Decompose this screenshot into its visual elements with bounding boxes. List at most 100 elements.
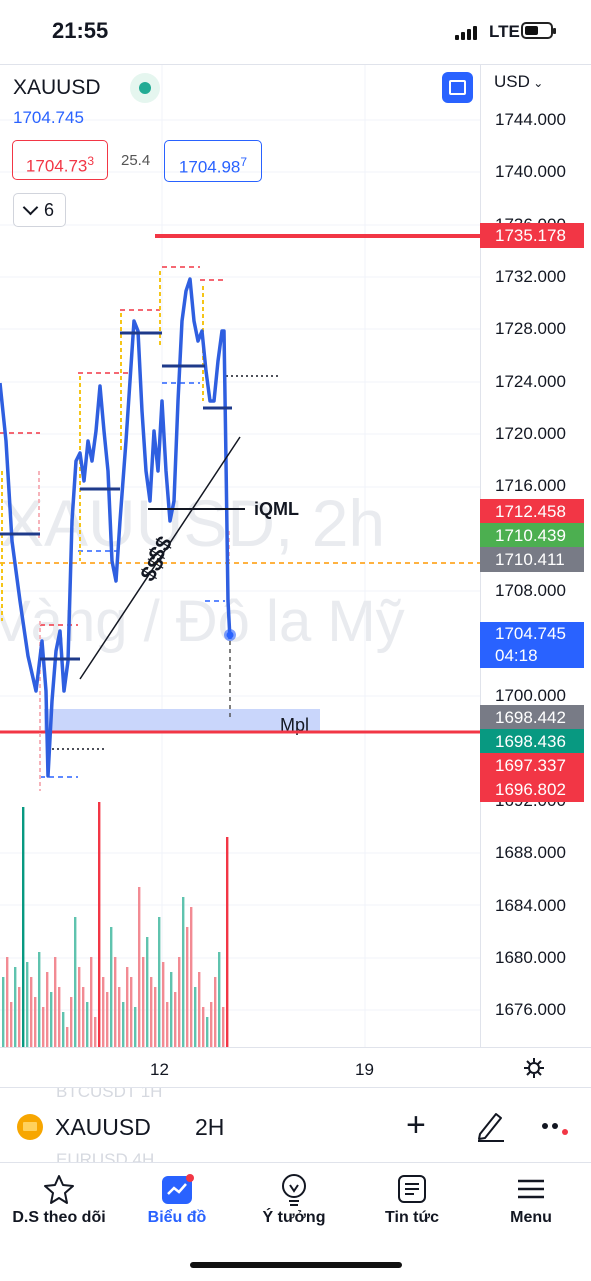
tab-ideas[interactable]: Ý tưởng [239, 1163, 349, 1243]
price-badge: 1696.802 [480, 777, 584, 802]
home-indicator [190, 1262, 402, 1268]
chart-symbol[interactable]: XAUUSD [13, 76, 101, 99]
volume-bar [82, 987, 85, 1047]
chart-pane[interactable]: XAUUSD, 2h Vàng / Đô la Mỹ Mpl [0, 64, 480, 1048]
volume-bar [22, 807, 25, 1047]
tab-watchlist[interactable]: D.S theo dõi [4, 1163, 114, 1243]
volume-bar [186, 927, 189, 1047]
price-badge: 1735.178 [480, 223, 584, 248]
watermark-symbol: XAUUSD, 2h [0, 486, 385, 560]
price-badge: 1697.337 [480, 753, 584, 778]
indicator-count: 6 [43, 199, 54, 220]
buy-button[interactable]: 1704.987 [164, 140, 262, 182]
volume-bar [190, 907, 193, 1047]
buy-price: 1704.98 [178, 157, 241, 177]
volume-bar [130, 977, 133, 1047]
sell-price-pip: 3 [87, 154, 95, 168]
market-open-indicator [130, 73, 160, 103]
volume-bar [170, 972, 173, 1047]
timeframe-button[interactable]: 2H [195, 1114, 225, 1140]
volume-bar [126, 967, 129, 1047]
symbol-search-button[interactable]: XAUUSD [55, 1114, 151, 1140]
time-axis[interactable]: 12 19 [0, 1047, 591, 1088]
add-icon[interactable]: + [406, 1106, 426, 1144]
volume-bar [70, 997, 73, 1047]
battery-icon [521, 22, 556, 39]
price-label: 1720.000 [495, 424, 566, 443]
volume-bar [146, 937, 149, 1047]
lightbulb-icon [282, 1174, 306, 1206]
volume-bar [62, 1012, 65, 1047]
price-label: 1740.000 [495, 162, 566, 181]
star-icon [44, 1175, 74, 1204]
volume-bar [46, 972, 49, 1047]
sell-button[interactable]: 1704.733 [12, 140, 108, 180]
volume-bar [134, 1007, 137, 1047]
volume-bar [30, 977, 33, 1047]
fullscreen-button[interactable] [442, 72, 473, 103]
chevron-down-icon: ⌄ [529, 76, 544, 90]
price-label: 1680.000 [495, 948, 566, 967]
volume-bar [54, 957, 57, 1047]
bar-countdown: 04:18 [495, 646, 538, 665]
volume-bar [162, 962, 165, 1047]
volume-bar [58, 987, 61, 1047]
volume-bar [74, 917, 77, 1047]
buy-price-pip: 7 [240, 155, 248, 169]
tab-news[interactable]: Tin tức [357, 1163, 467, 1243]
tab-chart[interactable]: Biểu đồ [122, 1163, 232, 1243]
volume-bar [42, 1007, 45, 1047]
price-label: 1684.000 [495, 896, 566, 915]
tab-menu[interactable]: Menu [476, 1163, 586, 1243]
volume-bar [18, 987, 21, 1047]
volume-bar [26, 962, 29, 1047]
volume-bar [210, 1002, 213, 1047]
status-bar: 21:55 LTE [0, 0, 591, 64]
tab-label: Biểu đồ [147, 1209, 207, 1226]
time-label: 12 [150, 1060, 169, 1079]
volume-bar [138, 887, 141, 1047]
live-price-badge: 1704.745 04:18 [480, 622, 584, 668]
tab-label: D.S theo dõi [12, 1209, 106, 1226]
spread-value: 25.4 [121, 152, 151, 169]
more-options-icon[interactable] [542, 1123, 572, 1135]
volume-bar [158, 917, 161, 1047]
volume-bar [142, 957, 145, 1047]
currency-select[interactable]: USD ⌄ [494, 72, 543, 92]
recent-symbol-ghost: BTCUSDT 1H [56, 1087, 163, 1101]
live-price: 1704.745 [495, 624, 566, 643]
volume-bar [66, 1027, 69, 1047]
chevron-down-icon [22, 199, 39, 216]
settings-icon[interactable] [523, 1057, 545, 1079]
volume-bar [202, 1007, 205, 1047]
volume-bar [182, 897, 185, 1047]
volume-bar [98, 802, 101, 1047]
symbol-bar[interactable]: BTCUSDT 1H EURUSD 4H XAUUSD 2H + [0, 1087, 591, 1163]
mpl-zone[interactable] [44, 709, 320, 731]
volume-bar [86, 1002, 89, 1047]
trend-line[interactable] [79, 436, 241, 680]
tab-label: Ý tưởng [262, 1209, 326, 1226]
bottom-tab-bar: D.S theo dõi Biểu đồ Ý tưởng Tin tức Men… [0, 1162, 591, 1281]
price-label: 1732.000 [495, 267, 566, 286]
price-line[interactable] [0, 277, 232, 778]
indicators-toggle[interactable]: 6 [13, 193, 66, 227]
volume-bar [214, 977, 217, 1047]
volume-bar [154, 987, 157, 1047]
volume-bar [198, 972, 201, 1047]
volume-bar [106, 992, 109, 1047]
volume-bar [94, 1017, 97, 1047]
mpl-label: Mpl [280, 715, 309, 735]
menu-icon [518, 1179, 544, 1199]
drawing-tools-icon[interactable] [474, 1108, 506, 1142]
price-badge: 1710.439 [480, 523, 584, 548]
news-icon [398, 1175, 426, 1203]
chart-canvas[interactable]: XAUUSD, 2h Vàng / Đô la Mỹ Mpl [0, 65, 480, 1048]
currency-label: USD [494, 72, 530, 91]
volume-bar [50, 992, 53, 1047]
price-label: 1676.000 [495, 1000, 566, 1019]
volume-bar [218, 952, 221, 1047]
gold-icon [17, 1114, 43, 1140]
volume-bar [34, 997, 37, 1047]
iqml-label: iQML [254, 499, 299, 519]
